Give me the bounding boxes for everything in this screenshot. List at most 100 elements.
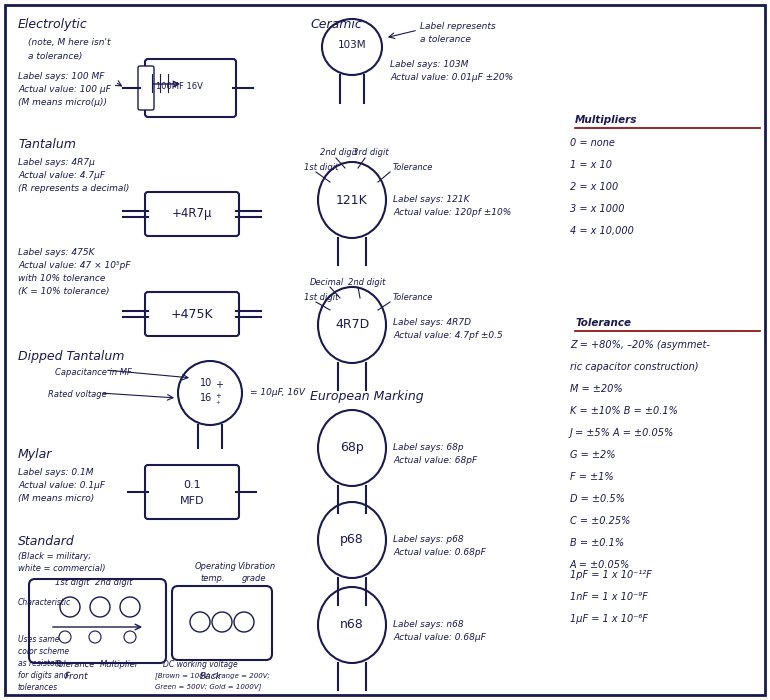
Text: 4R7D: 4R7D	[335, 318, 369, 332]
Text: +: +	[215, 393, 221, 399]
Text: with 10% tolerance: with 10% tolerance	[18, 274, 105, 283]
Text: Label says: 68p: Label says: 68p	[393, 443, 464, 452]
Circle shape	[234, 612, 254, 632]
Text: a tolerance): a tolerance)	[28, 52, 82, 61]
Text: as resistors: as resistors	[18, 659, 62, 668]
FancyBboxPatch shape	[29, 579, 166, 663]
Text: Actual value: 4.7pf ±0.5: Actual value: 4.7pf ±0.5	[393, 331, 503, 340]
Text: Label says: 121K: Label says: 121K	[393, 195, 470, 204]
Text: Standard: Standard	[18, 535, 75, 548]
Text: European Marking: European Marking	[310, 390, 424, 403]
Text: 1st digit: 1st digit	[304, 293, 338, 302]
Text: Actual value: 47 × 10⁵pF: Actual value: 47 × 10⁵pF	[18, 261, 130, 270]
FancyBboxPatch shape	[145, 292, 239, 336]
Text: 1pF = 1 x 10⁻¹²F: 1pF = 1 x 10⁻¹²F	[570, 570, 651, 580]
Text: 1st digit: 1st digit	[55, 578, 89, 587]
Circle shape	[124, 631, 136, 643]
Text: for digits and: for digits and	[18, 671, 69, 680]
FancyBboxPatch shape	[138, 66, 154, 110]
Text: A = ±0.05%: A = ±0.05%	[570, 560, 631, 570]
Text: 2nd digit: 2nd digit	[320, 148, 357, 157]
Text: +: +	[215, 380, 223, 390]
FancyBboxPatch shape	[172, 586, 272, 660]
Text: +: +	[215, 400, 219, 405]
Text: (Black = military;: (Black = military;	[18, 552, 92, 561]
Text: 1st digit: 1st digit	[304, 163, 338, 172]
Text: (M means micro): (M means micro)	[18, 494, 94, 503]
Text: [Brown = 100V; Orange = 200V;: [Brown = 100V; Orange = 200V;	[155, 672, 270, 679]
Text: 16: 16	[200, 393, 213, 403]
Text: Label says: p68: Label says: p68	[393, 535, 464, 544]
Text: color scheme: color scheme	[18, 647, 69, 656]
Text: D = ±0.5%: D = ±0.5%	[570, 494, 625, 504]
Text: 1 = x 10: 1 = x 10	[570, 160, 612, 170]
Ellipse shape	[318, 587, 386, 663]
Text: (R represents a decimal): (R represents a decimal)	[18, 184, 129, 193]
Text: (K = 10% tolerance): (K = 10% tolerance)	[18, 287, 109, 296]
Text: +4R7μ: +4R7μ	[172, 207, 213, 220]
Text: (M means micro(μ)): (M means micro(μ))	[18, 98, 107, 107]
Text: DC working voltage: DC working voltage	[163, 660, 238, 669]
Circle shape	[120, 597, 140, 617]
Circle shape	[90, 597, 110, 617]
Text: ric capacitor construction): ric capacitor construction)	[570, 362, 698, 372]
Text: 2nd digit: 2nd digit	[348, 278, 385, 287]
Text: 121K: 121K	[336, 193, 368, 206]
FancyBboxPatch shape	[145, 59, 236, 117]
Text: J = ±5% A = ±0.05%: J = ±5% A = ±0.05%	[570, 428, 675, 438]
Ellipse shape	[318, 502, 386, 578]
Text: 0 = none: 0 = none	[570, 138, 615, 148]
Text: n68: n68	[340, 619, 364, 631]
Text: Actual value: 0.1μF: Actual value: 0.1μF	[18, 481, 105, 490]
Text: Z = +80%, –20% (asymmet-: Z = +80%, –20% (asymmet-	[570, 340, 710, 350]
Text: Characteristic: Characteristic	[18, 598, 72, 607]
Text: 2 = x 100: 2 = x 100	[570, 182, 618, 192]
Text: a tolerance: a tolerance	[420, 35, 471, 44]
Text: Mylar: Mylar	[18, 448, 52, 461]
Text: white = commercial): white = commercial)	[18, 564, 105, 573]
Text: Actual value: 0.01μF ±20%: Actual value: 0.01μF ±20%	[390, 73, 513, 82]
Text: Multipliers: Multipliers	[575, 115, 638, 125]
Text: Tolerance: Tolerance	[393, 163, 434, 172]
Text: 1nF = 1 x 10⁻⁹F: 1nF = 1 x 10⁻⁹F	[570, 592, 648, 602]
Text: Label says: n68: Label says: n68	[393, 620, 464, 629]
Text: Actual value: 0.68pF: Actual value: 0.68pF	[393, 548, 486, 557]
Text: Multiplier: Multiplier	[100, 660, 139, 669]
Ellipse shape	[318, 287, 386, 363]
Text: Back: Back	[200, 672, 222, 681]
Circle shape	[60, 597, 80, 617]
Text: = 10μF, 16V: = 10μF, 16V	[250, 388, 305, 397]
Text: 68p: 68p	[340, 442, 364, 454]
Ellipse shape	[318, 162, 386, 238]
Text: 10: 10	[200, 378, 213, 388]
Text: Actual value: 0.68μF: Actual value: 0.68μF	[393, 633, 486, 642]
Text: Vibration: Vibration	[237, 562, 275, 571]
Text: Tolerance: Tolerance	[575, 318, 631, 328]
Text: Rated voltage: Rated voltage	[48, 390, 107, 399]
Text: Actual value: 68pF: Actual value: 68pF	[393, 456, 477, 465]
Text: Actual value: 4.7μF: Actual value: 4.7μF	[18, 171, 105, 180]
Text: 4 = x 10,000: 4 = x 10,000	[570, 226, 634, 236]
FancyBboxPatch shape	[145, 192, 239, 236]
Text: Label says: 4R7D: Label says: 4R7D	[393, 318, 471, 327]
Text: Label says: 0.1M: Label says: 0.1M	[18, 468, 93, 477]
Text: tolerances: tolerances	[18, 683, 58, 692]
Text: 103M: 103M	[338, 40, 367, 50]
FancyBboxPatch shape	[145, 465, 239, 519]
Text: 0.1: 0.1	[183, 480, 201, 490]
Circle shape	[212, 612, 232, 632]
Text: Label says: 475K: Label says: 475K	[18, 248, 95, 257]
Text: Green = 500V; Gold = 1000V]: Green = 500V; Gold = 1000V]	[155, 683, 261, 689]
Ellipse shape	[322, 19, 382, 75]
Text: Label represents: Label represents	[420, 22, 496, 31]
Text: Actual value: 120pf ±10%: Actual value: 120pf ±10%	[393, 208, 511, 217]
Text: grade: grade	[242, 574, 266, 583]
Text: 1μF = 1 x 10⁻⁶F: 1μF = 1 x 10⁻⁶F	[570, 614, 648, 624]
Text: F = ±1%: F = ±1%	[570, 472, 614, 482]
Text: C = ±0.25%: C = ±0.25%	[570, 516, 631, 526]
Text: Label says: 100 MF: Label says: 100 MF	[18, 72, 105, 81]
Text: Tolerance: Tolerance	[55, 660, 95, 669]
Text: G = ±2%: G = ±2%	[570, 450, 615, 460]
Text: Front: Front	[65, 672, 89, 681]
Text: Tantalum: Tantalum	[18, 138, 76, 151]
